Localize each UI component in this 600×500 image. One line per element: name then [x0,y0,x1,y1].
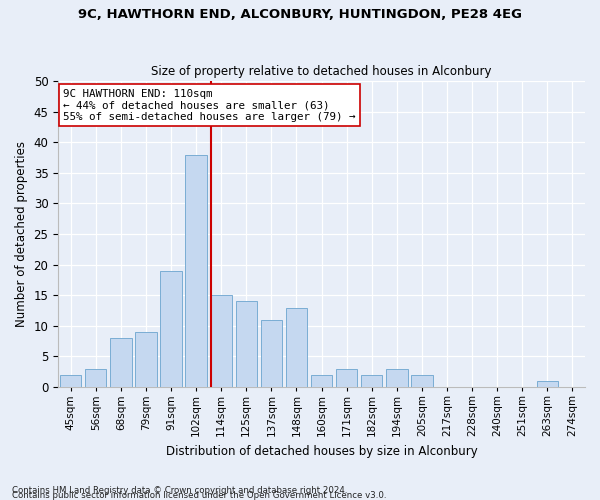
Bar [361,375,382,387]
Bar [261,320,282,387]
Bar [60,375,82,387]
Text: 9C, HAWTHORN END, ALCONBURY, HUNTINGDON, PE28 4EG: 9C, HAWTHORN END, ALCONBURY, HUNTINGDON,… [78,8,522,20]
Bar [336,368,358,387]
Text: Contains public sector information licensed under the Open Government Licence v3: Contains public sector information licen… [12,490,386,500]
Y-axis label: Number of detached properties: Number of detached properties [15,141,28,327]
Bar [386,368,407,387]
Bar [411,375,433,387]
Text: Contains HM Land Registry data © Crown copyright and database right 2024.: Contains HM Land Registry data © Crown c… [12,486,347,495]
Bar [211,296,232,387]
Title: Size of property relative to detached houses in Alconbury: Size of property relative to detached ho… [151,66,492,78]
Bar [135,332,157,387]
Bar [311,375,332,387]
Bar [286,308,307,387]
Bar [85,368,106,387]
Bar [110,338,131,387]
Bar [537,381,558,387]
Text: 9C HAWTHORN END: 110sqm
← 44% of detached houses are smaller (63)
55% of semi-de: 9C HAWTHORN END: 110sqm ← 44% of detache… [64,88,356,122]
Bar [185,154,207,387]
Bar [236,302,257,387]
Bar [160,271,182,387]
X-axis label: Distribution of detached houses by size in Alconbury: Distribution of detached houses by size … [166,444,478,458]
